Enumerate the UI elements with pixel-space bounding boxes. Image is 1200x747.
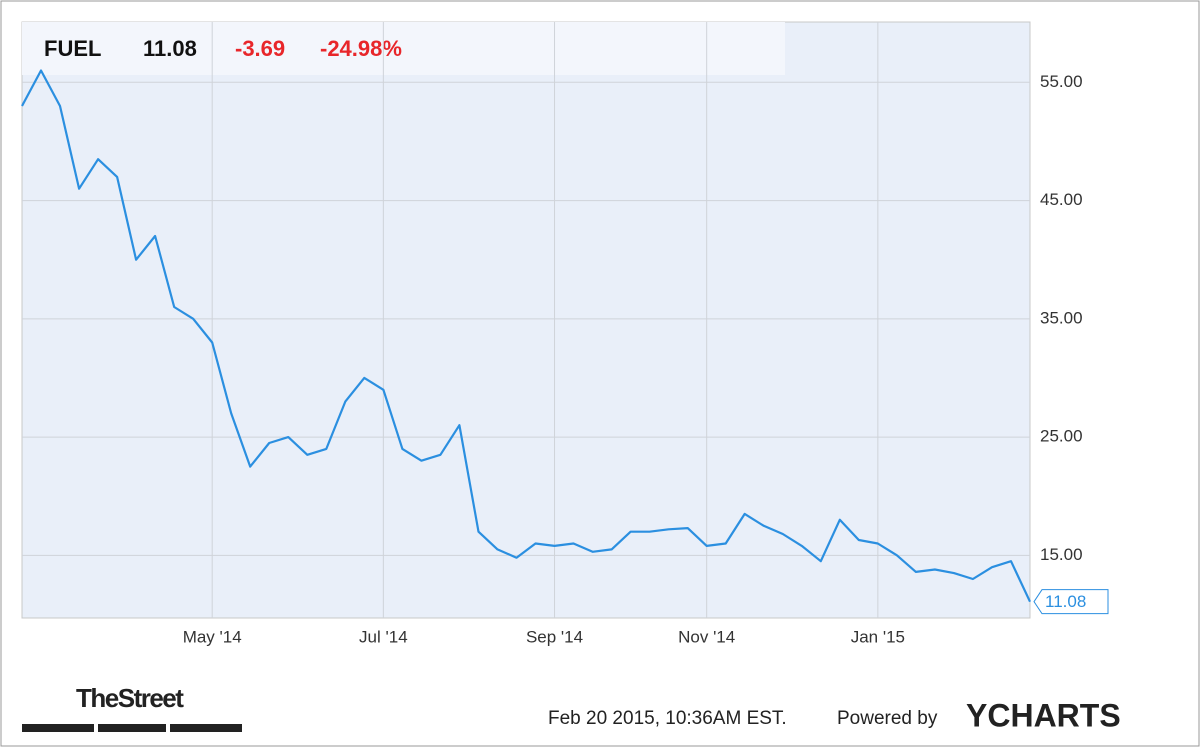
y-tick-label: 25.00	[1040, 427, 1083, 446]
last-value-label: 11.08	[1045, 592, 1086, 611]
brand: TheStreet	[76, 683, 184, 713]
powered-by: Powered by	[837, 708, 938, 729]
timestamp: Feb 20 2015, 10:36AM EST.	[548, 708, 787, 729]
x-tick-label: May '14	[183, 627, 242, 646]
plot-area	[21, 21, 1031, 619]
x-tick-label: Jan '15	[851, 627, 905, 646]
y-tick-label: 45.00	[1040, 190, 1083, 209]
provider: YCHARTS	[966, 697, 1121, 733]
y-tick-label: 55.00	[1040, 72, 1083, 91]
price-line	[21, 69, 1031, 603]
brand-bar	[170, 724, 242, 732]
brand-bar	[98, 724, 166, 732]
x-tick-label: Jul '14	[359, 627, 408, 646]
last-value-box	[1033, 589, 1109, 615]
change-pct: -24.98%	[320, 36, 402, 61]
symbol: FUEL	[44, 36, 101, 61]
brand-bar	[22, 724, 94, 732]
price: 11.08	[143, 36, 197, 61]
change: -3.69	[235, 36, 285, 61]
header-band	[22, 22, 785, 75]
y-tick-label: 35.00	[1040, 308, 1083, 327]
x-tick-label: Sep '14	[526, 627, 583, 646]
y-tick-label: 15.00	[1040, 545, 1083, 564]
x-tick-label: Nov '14	[678, 627, 735, 646]
